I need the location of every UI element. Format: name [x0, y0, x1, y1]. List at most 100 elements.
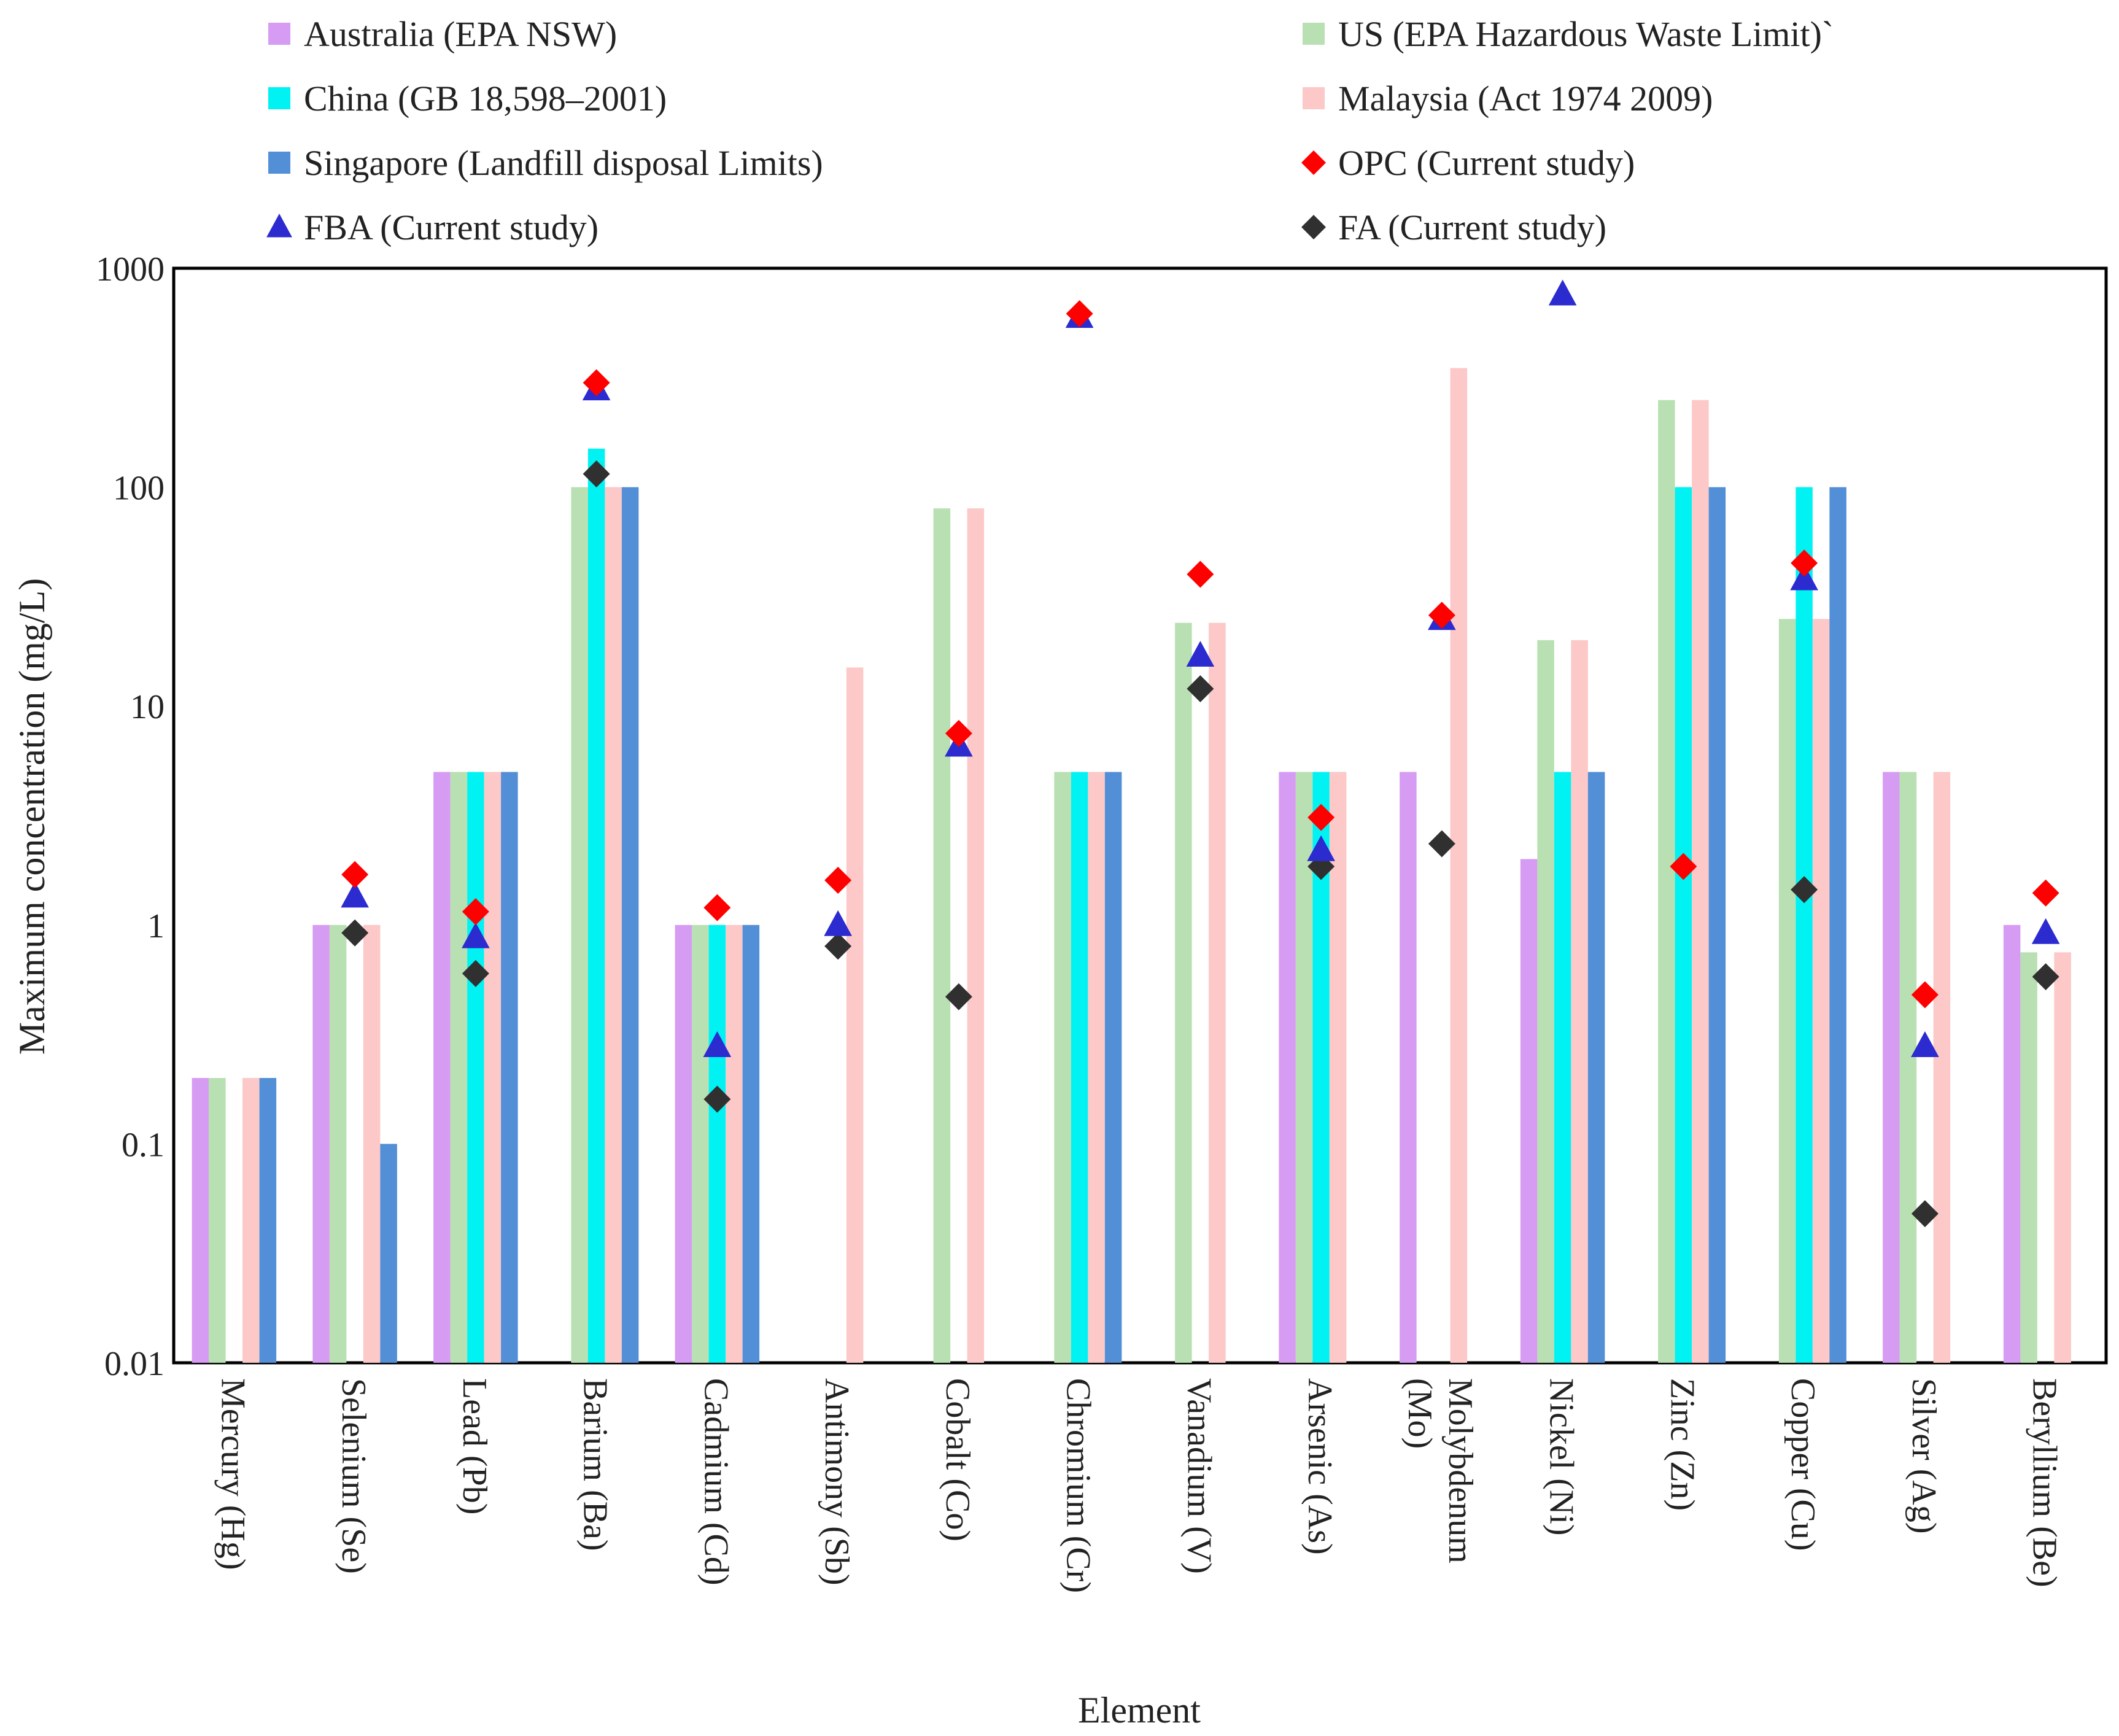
- bar-singapore-landfill-disposal-limits-zinc-zn: [1708, 487, 1726, 1363]
- x-tick-label-group: Beryllium (Be): [2026, 1378, 2064, 1587]
- bar-us-epa-hazardous-waste-limit-vanadium-v: [1175, 622, 1192, 1363]
- legend-swatch-singapore-landfill-disposal-limits: [268, 152, 290, 174]
- x-tick-label-group: Antimony (Sb): [818, 1378, 856, 1586]
- y-tick-label: 100: [113, 470, 165, 508]
- marker-opc-current-study-cadmium-cd: [703, 894, 731, 921]
- bar-layer: [192, 368, 2071, 1363]
- bar-malaysia-act-1974-2009-barium-ba: [605, 487, 622, 1363]
- x-tick-label: Chromium (Cr): [1060, 1378, 1098, 1593]
- bar-us-epa-hazardous-waste-limit-chromium-cr: [1054, 772, 1071, 1363]
- x-tick-label: Beryllium (Be): [2026, 1378, 2064, 1587]
- x-tick-label-group: Selenium (Se): [335, 1378, 373, 1574]
- bar-australia-epa-nsw-silver-ag: [1883, 772, 1900, 1363]
- x-tick-label-group: Cadmium (Cd): [697, 1378, 735, 1586]
- legend-label: Australia (EPA NSW): [304, 14, 617, 54]
- bar-china-gb-18-598-2001-lead-pb: [467, 772, 484, 1363]
- marker-fba-current-study-lead-pb: [462, 922, 490, 948]
- marker-fba-current-study-cadmium-cd: [703, 1031, 732, 1057]
- bar-malaysia-act-1974-2009-zinc-zn: [1692, 400, 1709, 1363]
- x-tick-label-group: Molybdenum(Mo): [1401, 1378, 1479, 1564]
- bar-us-epa-hazardous-waste-limit-cadmium-cd: [692, 924, 709, 1363]
- bar-malaysia-act-1974-2009-nickel-ni: [1571, 640, 1588, 1363]
- bar-malaysia-act-1974-2009-vanadium-v: [1209, 622, 1226, 1363]
- marker-opc-current-study-vanadium-v: [1187, 560, 1214, 588]
- x-tick-label: Antimony (Sb): [818, 1378, 856, 1586]
- bar-singapore-landfill-disposal-limits-lead-pb: [501, 772, 518, 1363]
- x-tick-label: Arsenic (As): [1301, 1378, 1339, 1555]
- marker-fa-current-study-silver-ag: [1911, 1200, 1939, 1228]
- x-tick-label-group: Copper (Cu): [1784, 1378, 1822, 1551]
- bar-malaysia-act-1974-2009-silver-ag: [1933, 772, 1951, 1363]
- marker-fba-current-study-nickel-ni: [1548, 279, 1577, 306]
- legend-label: FBA (Current study): [304, 207, 599, 247]
- legend-label: Singapore (Landfill disposal Limits): [304, 143, 823, 183]
- legend-swatch-australia-epa-nsw: [268, 23, 290, 45]
- x-tick-label: Mercury (Hg): [214, 1378, 252, 1570]
- bar-us-epa-hazardous-waste-limit-mercury-hg: [209, 1078, 226, 1363]
- x-tick-label: Cadmium (Cd): [697, 1378, 735, 1586]
- x-tick-label-group: Silver (Ag): [1905, 1378, 1943, 1534]
- marker-opc-current-study-arsenic-as: [1307, 804, 1335, 831]
- marker-opc-current-study-selenium-se: [341, 861, 369, 888]
- bar-china-gb-18-598-2001-barium-ba: [587, 448, 605, 1363]
- marker-fa-current-study-cobalt-co: [945, 983, 972, 1010]
- bar-us-epa-hazardous-waste-limit-copper-cu: [1778, 619, 1796, 1363]
- y-tick-label: 0.01: [104, 1345, 165, 1383]
- x-tick-label: Copper (Cu): [1784, 1378, 1822, 1551]
- x-tick-label: Silver (Ag): [1905, 1378, 1943, 1534]
- x-tick-label-group: Arsenic (As): [1301, 1378, 1339, 1555]
- marker-layer: [341, 279, 2060, 1228]
- marker-fa-current-study-antimony-sb: [824, 932, 852, 960]
- bar-singapore-landfill-disposal-limits-selenium-se: [380, 1144, 397, 1363]
- legend-label: China (GB 18,598–2001): [304, 79, 667, 118]
- marker-fa-current-study-lead-pb: [462, 959, 489, 987]
- y-tick-label: 1000: [96, 250, 165, 289]
- x-tick-label: Barium (Ba): [576, 1378, 614, 1551]
- x-tick-label: Cobalt (Co): [939, 1378, 977, 1541]
- x-tick-label-group: Barium (Ba): [576, 1378, 614, 1551]
- bar-china-gb-18-598-2001-copper-cu: [1796, 487, 1813, 1363]
- marker-fa-current-study-barium-ba: [583, 460, 610, 487]
- bar-us-epa-hazardous-waste-limit-lead-pb: [450, 772, 468, 1363]
- bar-australia-epa-nsw-mercury-hg: [192, 1078, 209, 1363]
- bar-singapore-landfill-disposal-limits-nickel-ni: [1587, 772, 1605, 1363]
- bar-china-gb-18-598-2001-chromium-cr: [1071, 772, 1088, 1363]
- legend-swatch-malaysia-act-1974-2009: [1303, 87, 1325, 109]
- marker-fa-current-study-cadmium-cd: [703, 1085, 731, 1113]
- plot-area: [172, 266, 2108, 1365]
- bar-us-epa-hazardous-waste-limit-silver-ag: [1899, 772, 1917, 1363]
- marker-opc-current-study-silver-ag: [1911, 981, 1939, 1009]
- legend-label: US (EPA Hazardous Waste Limit)`: [1338, 14, 1834, 54]
- marker-opc-current-study-cobalt-co: [945, 719, 972, 747]
- bar-australia-epa-nsw-arsenic-as: [1279, 772, 1296, 1363]
- bar-malaysia-act-1974-2009-antimony-sb: [846, 667, 864, 1363]
- marker-opc-current-study-beryllium-be: [2032, 879, 2059, 907]
- bar-us-epa-hazardous-waste-limit-arsenic-as: [1295, 772, 1313, 1363]
- y-axis: 0.01 0.1 1 10 100 1000: [96, 250, 165, 1383]
- marker-fba-current-study-vanadium-v: [1186, 641, 1215, 667]
- bar-us-epa-hazardous-waste-limit-barium-ba: [571, 487, 588, 1363]
- legend-swatch-china-gb-18-598-2001: [268, 87, 290, 109]
- bar-us-epa-hazardous-waste-limit-beryllium-be: [2020, 952, 2037, 1363]
- x-tick-label-group: Cobalt (Co): [939, 1378, 977, 1541]
- bar-singapore-landfill-disposal-limits-cadmium-cd: [742, 924, 760, 1363]
- y-tick-label: 0.1: [122, 1126, 165, 1164]
- bar-china-gb-18-598-2001-nickel-ni: [1554, 772, 1571, 1363]
- x-tick-label: Molybdenum(Mo): [1401, 1378, 1479, 1564]
- marker-opc-current-study-molybdenum-mo: [1428, 602, 1455, 629]
- x-tick-label-group: Zinc (Zn): [1663, 1378, 1701, 1511]
- x-tick-label: Nickel (Ni): [1543, 1378, 1581, 1536]
- legend-label: FA (Current study): [1338, 207, 1606, 247]
- marker-fa-current-study-selenium-se: [341, 919, 369, 947]
- marker-opc-current-study-zinc-zn: [1670, 853, 1697, 880]
- bar-australia-epa-nsw-nickel-ni: [1520, 859, 1538, 1363]
- bar-singapore-landfill-disposal-limits-barium-ba: [621, 487, 639, 1363]
- legend-swatch-us-epa-hazardous-waste-limit: [1303, 23, 1325, 45]
- bar-australia-epa-nsw-cadmium-cd: [675, 924, 692, 1363]
- bar-malaysia-act-1974-2009-copper-cu: [1812, 619, 1830, 1363]
- x-tick-label: Zinc (Zn): [1663, 1378, 1701, 1511]
- marker-fba-current-study-antimony-sb: [824, 910, 852, 936]
- x-axis-title: Element: [1078, 1690, 1201, 1730]
- marker-fba-current-study-beryllium-be: [2031, 918, 2060, 944]
